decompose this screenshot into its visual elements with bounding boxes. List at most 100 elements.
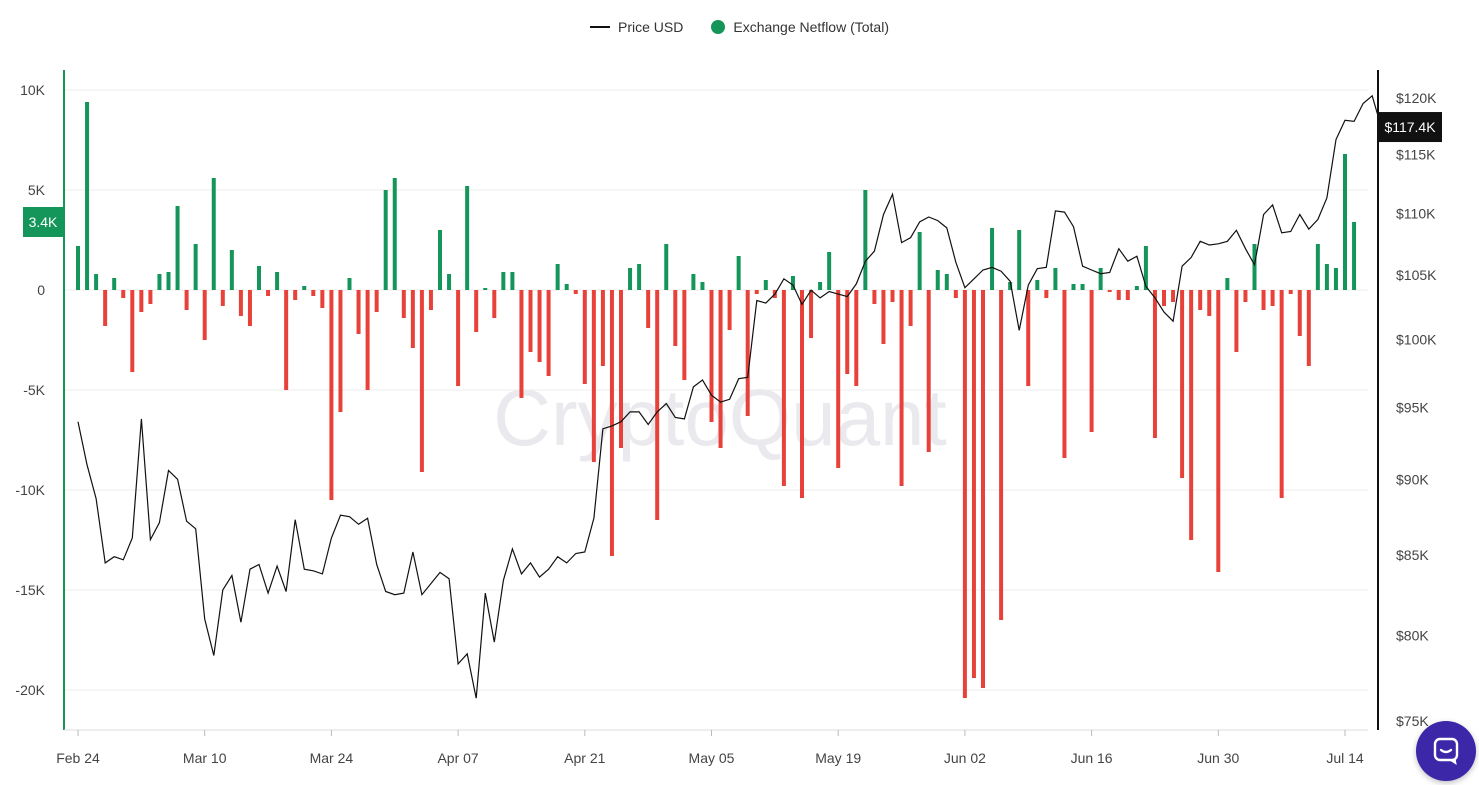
- netflow-bar-negative: [1171, 290, 1176, 302]
- netflow-bar-positive: [1225, 278, 1230, 290]
- netflow-bar-positive: [501, 272, 506, 290]
- netflow-bar-negative: [1062, 290, 1067, 458]
- netflow-bar-positive: [347, 278, 352, 290]
- netflow-bar-negative: [908, 290, 913, 326]
- netflow-bar-negative: [655, 290, 660, 520]
- netflow-bar-negative: [600, 290, 605, 366]
- netflow-bar-negative: [646, 290, 651, 328]
- netflow-bar-positive: [76, 246, 80, 290]
- netflow-bar-positive: [827, 252, 832, 290]
- left-axis-tick-label: 0: [37, 282, 45, 298]
- x-axis-tick-label: Jul 14: [1326, 750, 1364, 766]
- netflow-bar-negative: [1243, 290, 1248, 302]
- netflow-bar-negative: [1306, 290, 1311, 366]
- netflow-bar-negative: [1152, 290, 1157, 438]
- left-axis-tick-label: -10K: [15, 482, 45, 498]
- netflow-bar-negative: [519, 290, 524, 398]
- netflow-bar-positive: [465, 186, 470, 290]
- netflow-bar-negative: [1189, 290, 1194, 540]
- netflow-bar-negative: [953, 290, 958, 298]
- netflow-bar-positive: [112, 278, 117, 290]
- netflow-bar-negative: [238, 290, 243, 316]
- netflow-bar-positive: [763, 280, 768, 290]
- netflow-bar-positive: [166, 272, 171, 290]
- x-axis-tick-label: Jun 02: [944, 750, 986, 766]
- left-axis-tick-label: 10K: [20, 82, 46, 98]
- netflow-bar-negative: [419, 290, 424, 472]
- netflow-bar-negative: [329, 290, 334, 500]
- netflow-bar-negative: [1125, 290, 1130, 300]
- price-current-badge: [1379, 112, 1442, 143]
- netflow-bar-negative: [220, 290, 225, 306]
- netflow-bar-negative: [582, 290, 587, 384]
- chat-button[interactable]: [1416, 721, 1476, 781]
- netflow-bar-negative: [293, 290, 298, 300]
- netflow-bar-positive: [1352, 222, 1357, 290]
- netflow-bar-negative: [591, 290, 596, 462]
- netflow-bar-negative: [881, 290, 886, 344]
- netflow-bar-negative: [428, 290, 433, 310]
- netflow-bar-positive: [175, 206, 180, 290]
- netflow-bar-positive: [438, 230, 442, 290]
- netflow-bar-negative: [971, 290, 976, 678]
- netflow-bar-positive: [1017, 230, 1022, 290]
- netflow-bar-negative: [148, 290, 153, 304]
- netflow-bar-negative: [609, 290, 614, 556]
- netflow-bar-positive: [483, 288, 488, 290]
- netflow-bar-negative: [1297, 290, 1302, 336]
- netflow-bar-positive: [664, 244, 669, 290]
- netflow-bar-negative: [184, 290, 189, 310]
- netflow-bar-positive: [1098, 268, 1103, 290]
- netflow-bar-negative: [745, 290, 750, 416]
- legend-item-netflow[interactable]: Exchange Netflow (Total): [711, 19, 889, 35]
- netflow-bar-negative: [682, 290, 687, 380]
- netflow-bar-positive: [193, 244, 198, 290]
- left-axis-tick-label: -20K: [15, 682, 45, 698]
- netflow-bar-negative: [1234, 290, 1239, 352]
- right-axis-tick-label: $100K: [1396, 332, 1437, 348]
- netflow-bar-negative: [1116, 290, 1121, 300]
- netflow-bar-positive: [691, 274, 696, 290]
- netflow-bar-negative: [1270, 290, 1275, 306]
- netflow-bar-positive: [94, 274, 99, 290]
- netflow-bar-negative: [1162, 290, 1166, 306]
- netflow-bar-positive: [447, 274, 452, 290]
- netflow-bar-positive: [1324, 264, 1329, 290]
- netflow-bar-negative: [845, 290, 850, 374]
- right-axis-tick-label: $110K: [1396, 205, 1436, 221]
- price-line-group: [77, 94, 1382, 699]
- netflow-bar-positive: [1343, 154, 1347, 290]
- legend-item-price[interactable]: Price USD: [590, 19, 683, 35]
- x-axis-tick-label: Apr 21: [564, 750, 605, 766]
- netflow-bar-negative: [266, 290, 271, 296]
- netflow-bar-negative: [202, 290, 207, 340]
- netflow-bar-negative: [546, 290, 551, 376]
- netflow-bar-positive: [564, 284, 569, 290]
- netflow-bar-positive: [510, 272, 515, 290]
- netflow-bar-positive: [275, 272, 280, 290]
- value-badges: 3.4K $117.4K: [23, 112, 1442, 237]
- netflow-bar-positive: [1252, 244, 1257, 290]
- netflow-bar-negative: [1216, 290, 1221, 572]
- netflow-bar-negative: [474, 290, 479, 332]
- x-axis-tick-label: Jun 16: [1071, 750, 1113, 766]
- x-axis-tick-label: Apr 07: [437, 750, 478, 766]
- netflow-bar-negative: [781, 290, 786, 486]
- grid-lines: [64, 89, 1368, 691]
- netflow-bar-negative: [999, 290, 1004, 620]
- netflow-bar-negative: [727, 290, 732, 330]
- x-axis-tick-label: May 05: [689, 750, 735, 766]
- netflow-bar-negative: [537, 290, 542, 362]
- netflow-bar-negative: [899, 290, 904, 486]
- left-axis-tick-label: 5K: [28, 182, 46, 198]
- legend-label-price: Price USD: [618, 19, 684, 35]
- netflow-bar-positive: [637, 264, 642, 290]
- netflow-bar-positive: [736, 256, 741, 290]
- netflow-bar-positive: [302, 286, 307, 290]
- netflow-bar-positive: [935, 270, 940, 290]
- line-swatch-icon: [590, 26, 610, 28]
- right-axis-tick-label: $75K: [1396, 713, 1429, 729]
- netflow-bar-negative: [121, 290, 126, 298]
- netflow-bar-positive: [1035, 280, 1040, 290]
- netflow-bar-negative: [1207, 290, 1212, 316]
